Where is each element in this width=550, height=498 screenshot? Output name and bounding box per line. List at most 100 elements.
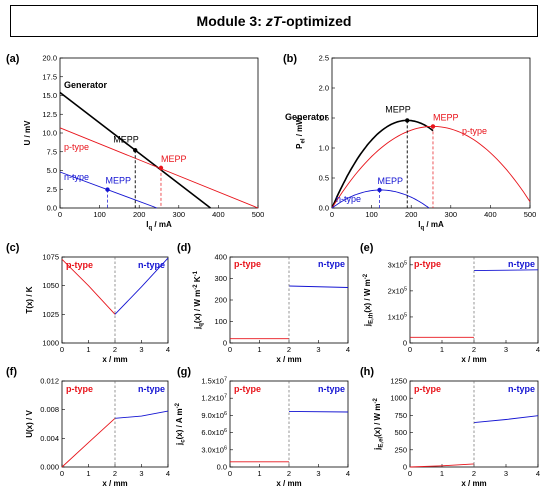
- y-tick-label: 0: [403, 463, 407, 472]
- x-axis-label: x / mm: [276, 355, 301, 364]
- y-tick-label: 9.0x106: [201, 411, 227, 420]
- y-tick-label: 3.0x106: [201, 445, 227, 454]
- x-tick-label: 4: [346, 469, 350, 478]
- y-tick-label: 2.5: [47, 185, 57, 194]
- x-tick-label: 100: [365, 210, 378, 219]
- panel-f: (f) 0 1 2 3 4 0.000 0.004 0.008 0.012 x / mm U(x) /…: [6, 366, 170, 488]
- x-axis-label: x / mm: [102, 479, 127, 488]
- x-tick-label: 500: [524, 210, 537, 219]
- panel-letter: (a): [6, 53, 20, 65]
- y-tick-label: 2.5: [319, 54, 329, 63]
- x-tick-label: 1: [440, 469, 444, 478]
- x-tick-label: 2: [287, 345, 291, 354]
- label-p-type: p-type: [462, 126, 487, 136]
- label-n-type: n-type: [318, 259, 345, 269]
- label-p-type: p-type: [234, 259, 261, 269]
- label-generator: Generator: [285, 112, 329, 122]
- y-tick-label: 12.5: [42, 110, 57, 119]
- x-tick-label: 0: [228, 469, 232, 478]
- y-tick-label: 1.5: [319, 114, 329, 123]
- x-tick-label: 100: [93, 210, 106, 219]
- y-axis-label: jq(x) / W m-2 K-1: [193, 270, 205, 330]
- series-line-n-type: [114, 257, 169, 315]
- y-tick-label: 2.0: [319, 84, 329, 93]
- x-tick-label: 4: [166, 345, 170, 354]
- y-tick-label: 0.000: [40, 463, 59, 472]
- title-italic: zT: [265, 13, 282, 29]
- y-tick-label: 1000: [42, 339, 59, 348]
- panel-letter: (h): [360, 366, 374, 378]
- label-n-type: n-type: [138, 260, 165, 270]
- mepp-point: [133, 148, 138, 153]
- x-tick-label: 3: [504, 469, 508, 478]
- y-tick-label: 2x105: [388, 286, 407, 295]
- y-tick-label: 0.004: [40, 434, 59, 443]
- label-n-type: n-type: [508, 259, 535, 269]
- series-line-p-type: [61, 258, 116, 315]
- plot-frame: [331, 57, 531, 209]
- label-p-type: p-type: [66, 384, 93, 394]
- mepp-label: MEPP: [385, 104, 411, 114]
- y-tick-label: 0.012: [40, 377, 59, 386]
- x-tick-label: 2: [472, 345, 476, 354]
- series-line-n-type: [473, 269, 539, 272]
- series-line-generator: [331, 119, 434, 209]
- x-tick-label: 1: [86, 469, 90, 478]
- y-tick-label: 250: [394, 445, 407, 454]
- panel-letter: (g): [177, 366, 191, 378]
- y-tick-label: 1250: [390, 377, 407, 386]
- label-n-type: n-type: [318, 384, 345, 394]
- y-tick-label: 0.008: [40, 405, 59, 414]
- x-tick-label: 200: [405, 210, 418, 219]
- label-p-type: p-type: [64, 142, 89, 152]
- y-tick-label: 1.2x107: [201, 394, 227, 403]
- x-tick-label: 3: [316, 469, 320, 478]
- x-tick-label: 0: [58, 210, 62, 219]
- mepp-point: [405, 118, 410, 123]
- y-tick-label: 5.0: [47, 166, 57, 175]
- x-tick-label: 0: [60, 345, 64, 354]
- y-tick-label: 400: [214, 253, 227, 262]
- x-tick-label: 500: [252, 210, 265, 219]
- label-n-type: n-type: [336, 194, 361, 204]
- x-tick-label: 0: [60, 469, 64, 478]
- mepp-point: [430, 124, 436, 129]
- panel-letter: (d): [177, 242, 191, 254]
- series-line-n-type: [114, 410, 169, 419]
- y-axis-label: T(x) / K: [25, 286, 34, 313]
- y-tick-label: 1075: [42, 253, 59, 262]
- y-tick-label: 20.0: [42, 54, 57, 63]
- x-tick-label: 200: [133, 210, 146, 219]
- y-tick-label: 300: [214, 274, 227, 283]
- label-generator: Generator: [64, 80, 108, 90]
- panel-c: (c) 0 1 2 3 4 1000 1025 1050 1075 x / mm T(x) / K p-…: [6, 242, 170, 364]
- x-tick-label: 4: [166, 469, 170, 478]
- series-line-n-type: [473, 415, 539, 424]
- x-tick-label: 2: [287, 469, 291, 478]
- y-tick-label: 6.0x106: [201, 428, 227, 437]
- mepp-label: MEPP: [106, 176, 132, 186]
- series-line-p-type: [409, 463, 475, 468]
- panel-b: (b) 0 100 200 300 400 500 0.0 0.5 1.0 1.5 2.0 2.5 Iq …: [283, 53, 536, 232]
- y-tick-label: 200: [214, 296, 227, 305]
- y-tick-label: 0.0: [217, 463, 227, 472]
- x-axis-label: x / mm: [461, 479, 486, 488]
- label-p-type: p-type: [414, 259, 441, 269]
- x-tick-label: 1: [257, 345, 261, 354]
- label-p-type: p-type: [66, 260, 93, 270]
- x-tick-label: 0: [228, 345, 232, 354]
- mepp-label: MEPP: [433, 112, 459, 122]
- y-tick-label: 0: [223, 339, 227, 348]
- y-tick-label: 15.0: [42, 91, 57, 100]
- mepp-label: MEPP: [161, 154, 187, 164]
- y-axis-label: U / mV: [23, 120, 32, 146]
- series-line-n-type: [288, 410, 349, 413]
- panel-h: (h) 0 1 2 3 4 0 250 500 750 1000 1250 x / mm jE,el(x)…: [360, 366, 540, 488]
- series-line-n-type: [288, 285, 349, 288]
- label-p-type: p-type: [234, 384, 261, 394]
- x-tick-label: 400: [484, 210, 497, 219]
- x-axis-label: x / mm: [461, 355, 486, 364]
- x-tick-label: 0: [408, 345, 412, 354]
- x-tick-label: 400: [212, 210, 225, 219]
- mepp-point: [158, 165, 164, 171]
